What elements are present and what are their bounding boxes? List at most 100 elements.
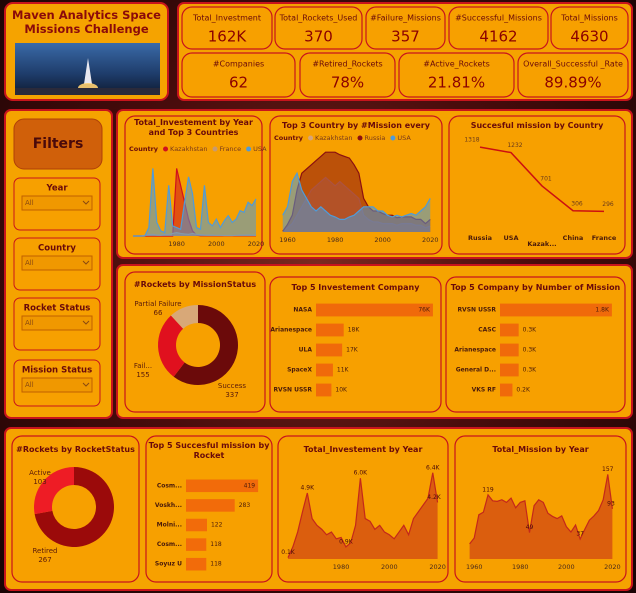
bar (186, 479, 259, 493)
filter-dropdown[interactable] (21, 255, 93, 271)
chart-title-box: Succesful mission by Country (470, 121, 604, 130)
data-label: 10K (335, 387, 348, 394)
legend-marker (357, 135, 363, 141)
bar (500, 383, 513, 397)
chart-title: #Rockets by RocketStatus (16, 445, 135, 454)
filter-label: Mission Status (22, 366, 92, 376)
donut-slice (34, 467, 74, 515)
data-label: 119 (482, 486, 494, 493)
y-tick-label: Arianespace (454, 347, 496, 354)
data-label: 0.1K (281, 549, 296, 556)
legend-marker (163, 146, 169, 152)
chart-title-box: Top 5 Company by Number of Mission (451, 283, 621, 292)
x-tick-label: 2000 (558, 563, 575, 571)
data-label: 4.2K (427, 494, 442, 501)
x-tick-label: 2020 (422, 236, 439, 244)
area-fill (133, 168, 257, 236)
filter-value: All (25, 199, 34, 207)
y-tick-label: General D... (456, 367, 496, 374)
kpi-label: #Successful_Missions (455, 14, 542, 23)
data-label: 6.0K (354, 470, 369, 477)
chart-title-box: Total_Investement by Year (304, 445, 423, 454)
donut-slice (170, 305, 198, 329)
chart-title-box: Top 3 Country by #Mission every year (282, 121, 430, 133)
x-tick-label: Kazak... (527, 240, 556, 248)
slice-label: Partial Failure (134, 300, 181, 308)
kpi-card (365, 6, 446, 50)
y-tick-label: Arianespace (270, 327, 312, 334)
chart-title-box: Top 5 Succesful mission by Rocket (148, 441, 270, 460)
bar (316, 323, 344, 337)
chart-title: #Rockets by MissionStatus (133, 280, 257, 289)
kpi-card (517, 52, 629, 98)
data-label: 37 (576, 531, 584, 538)
chart-card (448, 115, 626, 255)
x-tick-label: 1960 (279, 236, 296, 244)
kpi-value: 89.89% (544, 74, 601, 92)
filter-dropdown[interactable] (21, 195, 93, 211)
kpi-label: #Retired_Rockets (312, 60, 382, 69)
filters-header (13, 118, 103, 170)
area-line (287, 472, 439, 558)
bar (186, 557, 207, 571)
kpi-value: 162K (208, 28, 248, 46)
filter-dropdown[interactable] (21, 377, 93, 393)
kpi-card (448, 6, 549, 50)
chart-title: Top 5 Investement Company (291, 283, 420, 292)
chart-card (11, 435, 140, 583)
slice-label: Retired (32, 547, 57, 555)
legend-label: Kazakhstan (315, 134, 352, 142)
bar (316, 303, 433, 317)
chart-title: Maven Analytics Space Missions Challenge (12, 8, 161, 36)
x-tick-label: 2000 (208, 240, 225, 248)
dropdown-chevron (82, 382, 90, 387)
data-label: 118 (210, 561, 222, 568)
kpi-label: Total_Missions (560, 14, 618, 23)
kpi-value: 78% (331, 74, 364, 92)
y-tick-label: Voskh... (155, 502, 182, 509)
legend-label: Kazakhstan (170, 145, 207, 153)
x-tick-label: China (563, 234, 584, 242)
y-tick-label: Molni... (157, 522, 182, 529)
slice-value: 155 (136, 371, 149, 379)
legend-label: Russia (365, 134, 386, 142)
y-tick-label: RVSN USSR (457, 307, 496, 314)
data-label: 118 (210, 541, 222, 548)
kpi-value: 4630 (570, 28, 608, 46)
kpi-card (181, 52, 296, 98)
x-tick-label: France (592, 234, 617, 242)
legend-marker (212, 146, 218, 152)
filter-value: All (25, 319, 34, 327)
line (479, 146, 605, 213)
x-tick-label: 1980 (512, 563, 529, 571)
data-label: 122 (211, 522, 223, 529)
bar (186, 518, 207, 532)
x-tick-label: Russia (468, 234, 492, 242)
chart-title-box: Total_Mission by Year (492, 445, 588, 454)
kpi-value: 357 (391, 28, 420, 46)
x-tick-label: USA (504, 234, 519, 242)
legend-title: Country (129, 145, 159, 153)
area-line (282, 171, 431, 220)
data-label: 0.3K (523, 347, 538, 354)
donut-slice (173, 305, 238, 385)
x-tick-label: 1980 (327, 236, 344, 244)
chart-title: Top 3 Country by #Mission every year (282, 121, 430, 133)
legend-label: France (220, 145, 242, 153)
data-label: 701 (540, 175, 552, 182)
kpi-value: 62 (229, 74, 248, 92)
x-tick-label: 2020 (429, 563, 446, 571)
data-label: 6.4K (426, 464, 441, 471)
kpi-card (181, 6, 273, 50)
chart-title: Top 5 Succesful mission by Rocket (148, 441, 270, 460)
chart-title: Succesful mission by Country (470, 121, 604, 130)
bar (186, 499, 235, 512)
filter-dropdown[interactable] (21, 315, 93, 331)
y-tick-label: RVSN USSR (273, 387, 312, 394)
dropdown-chevron (82, 320, 90, 325)
data-label: 296 (602, 201, 614, 208)
slice-label: Fail... (134, 362, 152, 370)
slice-value: 103 (33, 478, 46, 486)
data-label: 0.3K (523, 327, 538, 334)
data-label: 1232 (507, 142, 522, 149)
